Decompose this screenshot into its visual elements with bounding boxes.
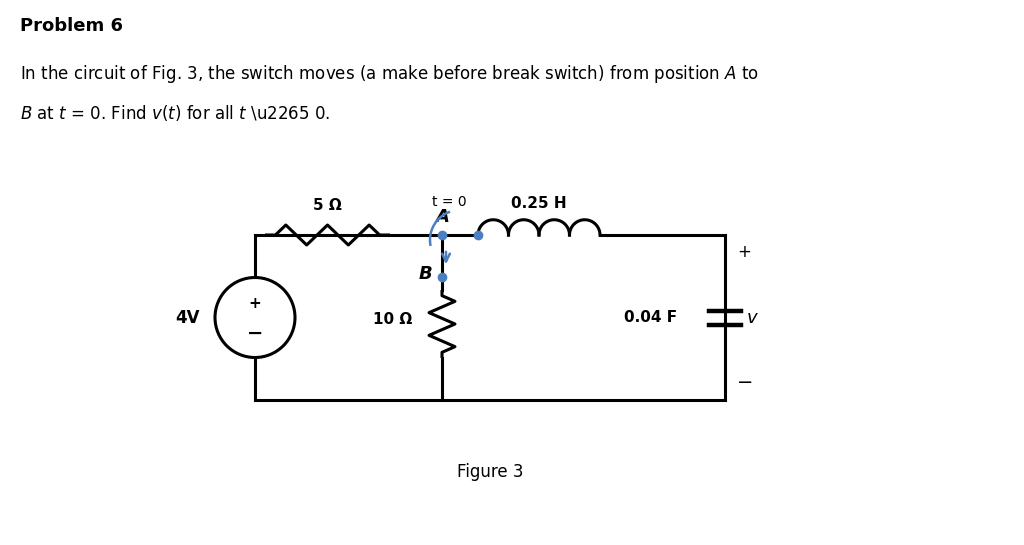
Text: 5 Ω: 5 Ω <box>313 198 342 213</box>
Text: 0.25 H: 0.25 H <box>511 196 567 211</box>
Text: Problem 6: Problem 6 <box>20 17 123 35</box>
Text: In the circuit of Fig. 3, the switch moves (a make before break switch) from pos: In the circuit of Fig. 3, the switch mov… <box>20 63 759 85</box>
Text: v: v <box>746 308 758 326</box>
Text: −: − <box>737 373 754 392</box>
Text: Figure 3: Figure 3 <box>457 463 523 481</box>
Text: $\mathit{B}$ at $t$ = 0. Find $v$($t$) for all $t$ \u2265 0.: $\mathit{B}$ at $t$ = 0. Find $v$($t$) f… <box>20 103 331 123</box>
Text: +: + <box>249 296 261 311</box>
Text: +: + <box>737 243 751 261</box>
Text: 0.04 F: 0.04 F <box>624 310 677 325</box>
Text: t = 0: t = 0 <box>432 195 466 209</box>
Text: 4V: 4V <box>175 308 200 326</box>
Text: 10 Ω: 10 Ω <box>373 312 412 326</box>
Text: −: − <box>247 324 263 343</box>
Text: A: A <box>435 208 449 226</box>
Text: B: B <box>418 265 432 283</box>
